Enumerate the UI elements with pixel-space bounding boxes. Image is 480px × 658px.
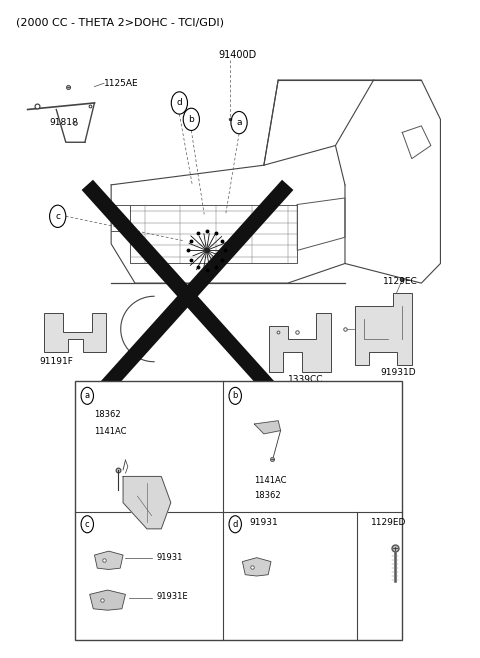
Text: b: b [189, 115, 194, 124]
Text: 1339CC: 1339CC [288, 375, 323, 384]
Text: a: a [85, 392, 90, 400]
Text: 91931D: 91931D [381, 368, 417, 377]
Polygon shape [355, 293, 412, 365]
Text: 18362: 18362 [254, 491, 281, 500]
Polygon shape [254, 420, 281, 434]
Text: d: d [232, 520, 238, 529]
Text: 91400D: 91400D [218, 51, 257, 61]
Text: 1129ED: 1129ED [371, 519, 407, 528]
Text: 91818: 91818 [49, 118, 78, 127]
Text: c: c [55, 212, 60, 221]
Text: b: b [232, 392, 238, 400]
Text: 1125AE: 1125AE [104, 79, 139, 88]
Text: 91191F: 91191F [39, 357, 73, 366]
Polygon shape [242, 558, 271, 576]
Polygon shape [123, 476, 171, 529]
Text: 91172: 91172 [302, 386, 331, 395]
Text: c: c [85, 520, 90, 529]
Text: 91931: 91931 [156, 553, 183, 561]
Polygon shape [90, 590, 125, 610]
Text: a: a [236, 118, 242, 127]
Text: 91931: 91931 [250, 519, 278, 528]
Text: 91931E: 91931E [156, 592, 188, 601]
Text: d: d [177, 99, 182, 107]
Polygon shape [95, 551, 123, 569]
Text: 1141AC: 1141AC [254, 476, 287, 485]
Text: 1141AC: 1141AC [95, 427, 127, 436]
Text: 1129EC: 1129EC [383, 278, 418, 286]
Text: 18362: 18362 [95, 411, 121, 419]
Polygon shape [44, 313, 107, 352]
Polygon shape [269, 313, 331, 372]
Bar [75, 382, 402, 640]
Text: (2000 CC - THETA 2>DOHC - TCI/GDI): (2000 CC - THETA 2>DOHC - TCI/GDI) [16, 18, 224, 28]
